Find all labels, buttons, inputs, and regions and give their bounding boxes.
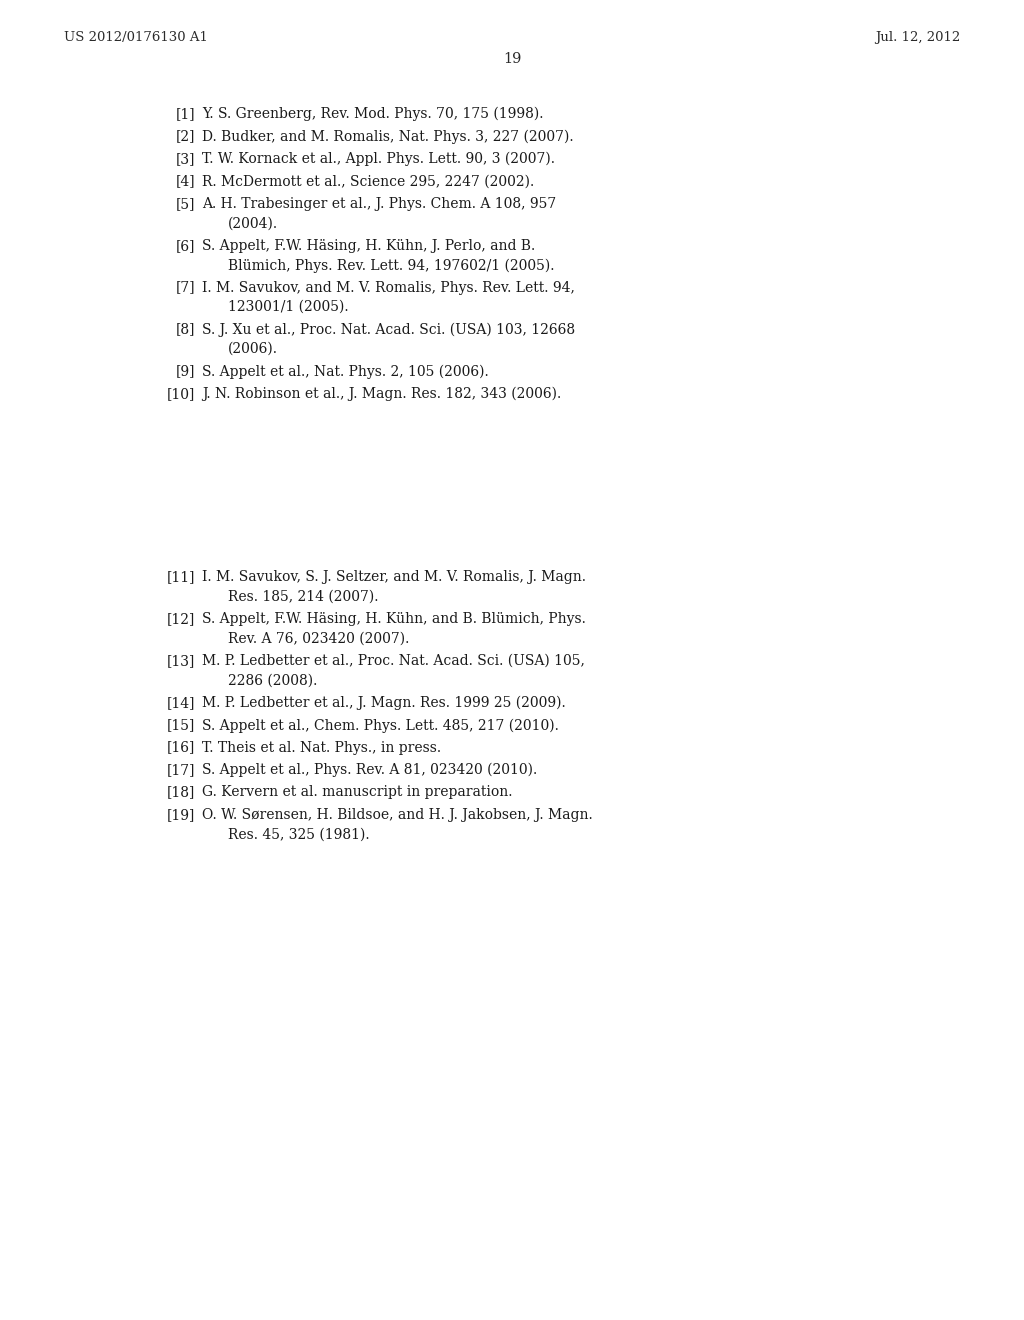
Text: O. W. Sørensen, H. Bildsoe, and H. J. Jakobsen, J. Magn.: O. W. Sørensen, H. Bildsoe, and H. J. Ja… bbox=[202, 808, 593, 822]
Text: Res. 185, 214 (2007).: Res. 185, 214 (2007). bbox=[228, 590, 379, 603]
Text: 2286 (2008).: 2286 (2008). bbox=[228, 673, 317, 688]
Text: (2004).: (2004). bbox=[228, 216, 279, 230]
Text: S. Appelt et al., Chem. Phys. Lett. 485, 217 (2010).: S. Appelt et al., Chem. Phys. Lett. 485,… bbox=[202, 718, 559, 733]
Text: I. M. Savukov, and M. V. Romalis, Phys. Rev. Lett. 94,: I. M. Savukov, and M. V. Romalis, Phys. … bbox=[202, 281, 574, 294]
Text: T. Theis et al. Nat. Phys., in press.: T. Theis et al. Nat. Phys., in press. bbox=[202, 741, 441, 755]
Text: [4]: [4] bbox=[175, 174, 195, 189]
Text: 19: 19 bbox=[503, 51, 521, 66]
Text: [12]: [12] bbox=[167, 612, 195, 626]
Text: [9]: [9] bbox=[175, 364, 195, 379]
Text: A. H. Trabesinger et al., J. Phys. Chem. A 108, 957: A. H. Trabesinger et al., J. Phys. Chem.… bbox=[202, 197, 556, 211]
Text: [10]: [10] bbox=[167, 387, 195, 401]
Text: [11]: [11] bbox=[167, 570, 195, 583]
Text: M. P. Ledbetter et al., Proc. Nat. Acad. Sci. (USA) 105,: M. P. Ledbetter et al., Proc. Nat. Acad.… bbox=[202, 653, 585, 668]
Text: R. McDermott et al., Science 295, 2247 (2002).: R. McDermott et al., Science 295, 2247 (… bbox=[202, 174, 535, 189]
Text: [7]: [7] bbox=[175, 281, 195, 294]
Text: S. Appelt, F.W. Häsing, H. Kühn, and B. Blümich, Phys.: S. Appelt, F.W. Häsing, H. Kühn, and B. … bbox=[202, 612, 586, 626]
Text: I. M. Savukov, S. J. Seltzer, and M. V. Romalis, J. Magn.: I. M. Savukov, S. J. Seltzer, and M. V. … bbox=[202, 570, 586, 583]
Text: S. Appelt, F.W. Häsing, H. Kühn, J. Perlo, and B.: S. Appelt, F.W. Häsing, H. Kühn, J. Perl… bbox=[202, 239, 536, 252]
Text: [17]: [17] bbox=[167, 763, 195, 777]
Text: D. Budker, and M. Romalis, Nat. Phys. 3, 227 (2007).: D. Budker, and M. Romalis, Nat. Phys. 3,… bbox=[202, 129, 573, 144]
Text: T. W. Kornack et al., Appl. Phys. Lett. 90, 3 (2007).: T. W. Kornack et al., Appl. Phys. Lett. … bbox=[202, 152, 555, 166]
Text: G. Kervern et al. manuscript in preparation.: G. Kervern et al. manuscript in preparat… bbox=[202, 785, 512, 800]
Text: [1]: [1] bbox=[175, 107, 195, 121]
Text: [5]: [5] bbox=[175, 197, 195, 211]
Text: S. J. Xu et al., Proc. Nat. Acad. Sci. (USA) 103, 12668: S. J. Xu et al., Proc. Nat. Acad. Sci. (… bbox=[202, 322, 575, 337]
Text: S. Appelt et al., Phys. Rev. A 81, 023420 (2010).: S. Appelt et al., Phys. Rev. A 81, 02342… bbox=[202, 763, 538, 777]
Text: [15]: [15] bbox=[167, 718, 195, 733]
Text: [18]: [18] bbox=[167, 785, 195, 800]
Text: Rev. A 76, 023420 (2007).: Rev. A 76, 023420 (2007). bbox=[228, 631, 410, 645]
Text: [6]: [6] bbox=[175, 239, 195, 252]
Text: (2006).: (2006). bbox=[228, 342, 278, 356]
Text: [2]: [2] bbox=[175, 129, 195, 144]
Text: J. N. Robinson et al., J. Magn. Res. 182, 343 (2006).: J. N. Robinson et al., J. Magn. Res. 182… bbox=[202, 387, 561, 401]
Text: [14]: [14] bbox=[167, 696, 195, 710]
Text: Y. S. Greenberg, Rev. Mod. Phys. 70, 175 (1998).: Y. S. Greenberg, Rev. Mod. Phys. 70, 175… bbox=[202, 107, 544, 121]
Text: M. P. Ledbetter et al., J. Magn. Res. 1999 25 (2009).: M. P. Ledbetter et al., J. Magn. Res. 19… bbox=[202, 696, 565, 710]
Text: S. Appelt et al., Nat. Phys. 2, 105 (2006).: S. Appelt et al., Nat. Phys. 2, 105 (200… bbox=[202, 364, 488, 379]
Text: [16]: [16] bbox=[167, 741, 195, 755]
Text: [3]: [3] bbox=[175, 152, 195, 166]
Text: Jul. 12, 2012: Jul. 12, 2012 bbox=[874, 30, 961, 44]
Text: [8]: [8] bbox=[175, 322, 195, 337]
Text: [19]: [19] bbox=[167, 808, 195, 822]
Text: Res. 45, 325 (1981).: Res. 45, 325 (1981). bbox=[228, 828, 370, 841]
Text: US 2012/0176130 A1: US 2012/0176130 A1 bbox=[63, 30, 208, 44]
Text: [13]: [13] bbox=[167, 653, 195, 668]
Text: Blümich, Phys. Rev. Lett. 94, 197602/1 (2005).: Blümich, Phys. Rev. Lett. 94, 197602/1 (… bbox=[228, 259, 555, 272]
Text: 123001/1 (2005).: 123001/1 (2005). bbox=[228, 300, 348, 314]
